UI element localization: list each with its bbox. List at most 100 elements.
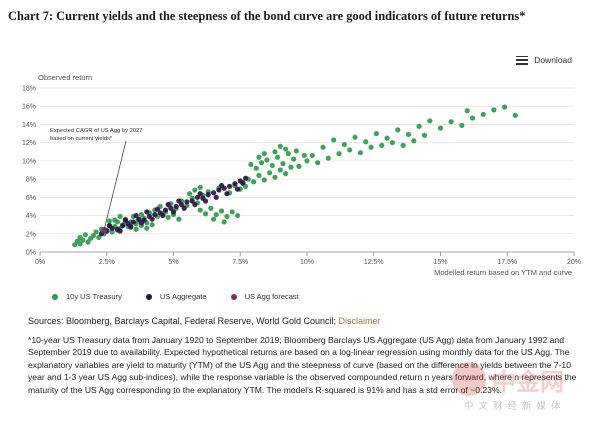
- aggregate-point: [173, 203, 179, 210]
- treasury-point: [242, 183, 249, 189]
- treasury-point: [491, 107, 497, 113]
- treasury-point: [363, 139, 369, 145]
- legend-item-forecast[interactable]: US Agg forecast: [230, 292, 299, 301]
- treasury-point: [267, 170, 273, 176]
- treasury-point: [165, 214, 171, 220]
- y-tick-label: 18%: [22, 86, 36, 93]
- x-tick-label: 15%: [433, 259, 447, 266]
- x-tick-label: 7.5%: [232, 259, 248, 266]
- treasury-point: [411, 138, 417, 144]
- aggregate-point: [234, 186, 241, 192]
- treasury-point: [437, 125, 444, 131]
- treasury-point: [77, 241, 83, 247]
- treasury-point: [133, 226, 139, 232]
- treasury-point: [291, 156, 297, 162]
- treasury-point: [251, 179, 257, 185]
- treasury-point: [309, 152, 315, 159]
- treasury-point: [202, 211, 209, 217]
- treasury-point: [192, 187, 198, 193]
- legend-item-treasury[interactable]: 10y US Treasury: [52, 292, 122, 301]
- legend-dot-treasury: [52, 293, 58, 300]
- annotation-leader-line: [103, 140, 127, 231]
- treasury-point: [261, 177, 267, 183]
- aggregate-point: [133, 212, 139, 219]
- legend-label-forecast: US Agg forecast: [244, 292, 299, 301]
- aggregate-point: [170, 209, 177, 215]
- treasury-point: [501, 104, 508, 110]
- sources-text: Sources: Bloomberg, Barclays Capital, Fe…: [28, 316, 339, 326]
- aggregate-point: [152, 212, 158, 218]
- treasury-point: [347, 147, 353, 153]
- aggregate-point: [205, 192, 211, 198]
- treasury-point: [331, 137, 337, 143]
- treasury-point: [357, 150, 363, 156]
- aggregate-point: [138, 220, 145, 226]
- treasury-point: [272, 174, 278, 180]
- aggregate-point: [162, 207, 169, 213]
- aggregate-point: [197, 191, 203, 197]
- treasury-point: [296, 163, 302, 169]
- grid-lines: [39, 87, 575, 256]
- y-tick-label: 2%: [26, 231, 36, 238]
- treasury-point: [421, 132, 428, 138]
- treasury-point: [293, 148, 299, 154]
- aggregate-point: [232, 181, 238, 187]
- aggregate-point: [181, 205, 187, 211]
- treasury-point: [210, 216, 217, 222]
- aggregate-point: [240, 180, 246, 186]
- treasury-point: [469, 115, 476, 121]
- aggregate-point: [194, 194, 201, 200]
- treasury-point: [234, 212, 241, 219]
- treasury-point: [264, 157, 270, 163]
- aggregate-point: [149, 216, 155, 222]
- footnote: *10-year US Treasury data from January 1…: [28, 335, 577, 395]
- treasury-point: [256, 154, 262, 160]
- treasury-point: [315, 160, 321, 166]
- aggregate-point: [202, 198, 209, 204]
- treasury-point: [109, 229, 115, 235]
- aggregate-point: [178, 202, 185, 208]
- treasury-point: [416, 123, 422, 129]
- treasury-point: [368, 144, 374, 150]
- treasury-point: [208, 205, 214, 211]
- aggregate-point: [226, 183, 233, 189]
- legend-item-aggregate[interactable]: US Aggregate: [145, 292, 207, 301]
- download-button[interactable]: Download: [516, 55, 572, 65]
- treasury-point: [259, 160, 265, 166]
- treasury-point: [85, 239, 91, 245]
- aggregate-point: [122, 217, 129, 223]
- treasury-point: [427, 118, 433, 124]
- disclaimer-link[interactable]: Disclaimer: [338, 316, 381, 326]
- treasury-point: [197, 207, 203, 213]
- treasury-point: [269, 162, 275, 169]
- treasury-point: [197, 184, 203, 190]
- x-tick-label: 0%: [35, 259, 45, 266]
- aggregate-point: [160, 212, 166, 219]
- aggregate-point: [176, 198, 182, 204]
- treasury-point: [341, 141, 347, 148]
- watermark-subtext: 中文财经新媒体: [464, 401, 566, 412]
- y-tick-label: 16%: [22, 104, 36, 111]
- treasury-point: [512, 112, 518, 118]
- y-tick-labels: 0% 2% 4% 6% 8% 10% 12% 14% 16% 18%: [22, 86, 36, 257]
- chart-title: Chart 7: Current yields and the steepnes…: [8, 9, 526, 23]
- treasury-point: [320, 144, 326, 150]
- treasury-point: [464, 108, 470, 114]
- treasury-point: [138, 212, 145, 218]
- treasury-point: [90, 233, 96, 239]
- treasury-point: [93, 229, 99, 235]
- treasury-point: [277, 143, 283, 149]
- aggregate-point: [213, 194, 219, 200]
- y-tick-label: 6%: [26, 195, 36, 202]
- legend-dot-aggregate: [145, 293, 152, 300]
- aggregate-point: [117, 228, 123, 234]
- treasury-point: [301, 152, 307, 159]
- treasury-point: [283, 146, 289, 152]
- treasury-point: [221, 219, 227, 225]
- x-tick-label: 2.5%: [99, 259, 115, 266]
- treasury-point: [82, 232, 88, 238]
- treasury-point: [144, 225, 150, 231]
- legend-label-aggregate: US Aggregate: [159, 292, 207, 301]
- y-tick-label: 12%: [22, 140, 36, 147]
- x-tick-labels: 0% 2.5% 5% 7.5% 10% 12.5% 15% 17.5% 20%: [35, 259, 581, 266]
